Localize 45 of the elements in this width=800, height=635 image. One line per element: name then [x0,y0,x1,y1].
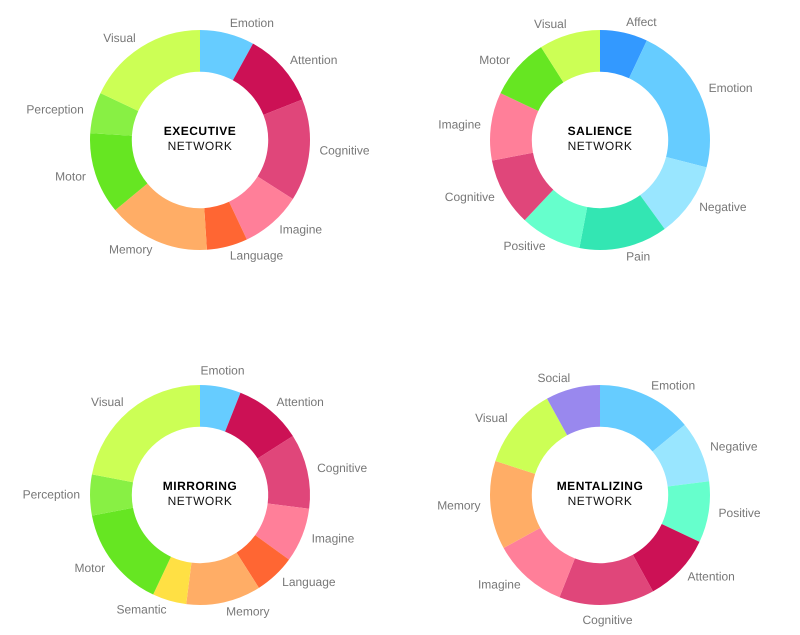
slice-label: Memory [437,498,481,513]
text: NETWORK [168,494,232,508]
slice-label: Motor [74,560,106,575]
slice-label: Motor [479,52,510,67]
slice-label: Positive [503,239,546,254]
slice-label: Memory [109,242,152,256]
slice-label: Memory [226,604,270,618]
slice-label: Imagine [279,222,322,236]
slice-label: Positive [718,506,761,520]
slice-label: Visual [91,394,124,409]
slice-label: Imagine [478,577,521,592]
text: NETWORK [566,139,634,154]
slice-label: Emotion [651,378,696,393]
slice-label: Semantic [116,602,167,617]
slice-label: Cognitive [582,613,633,628]
slice-label: Perception [22,487,80,502]
slice-label: Language [230,248,284,263]
slice-label: Emotion [708,81,753,96]
slice-label: Perception [26,102,84,116]
slice-label: Cognitive [319,144,370,158]
text: MIRRORING [162,479,238,493]
text: SALIENCE [568,124,632,138]
slice-label: Imagine [438,117,482,132]
slice-label: Visual [475,410,508,425]
slice-label: Attention [290,52,338,67]
text: NETWORK [168,139,232,153]
slice-label: Social [537,371,570,386]
slice-label: Attention [276,394,324,409]
slice-label: Visual [534,17,567,32]
slice-label: Emotion [200,363,244,378]
text: NETWORK [568,494,632,508]
slice-label: Negative [699,200,747,214]
slice-label: Negative [710,440,758,454]
text: EXECUTIVE [162,124,238,139]
slice-label: Cognitive [317,461,368,476]
slice-label: Language [282,574,336,589]
slice-label: Affect [626,15,658,30]
text: MENTALIZING [556,479,644,494]
slice-label: Visual [103,30,136,45]
slice-label: Imagine [312,531,355,546]
slice-label: Motor [55,169,86,184]
slice-label: Cognitive [444,190,496,204]
slice-label: Attention [687,569,735,584]
slice-label: Emotion [230,16,274,30]
slice-label: Pain [626,249,650,264]
